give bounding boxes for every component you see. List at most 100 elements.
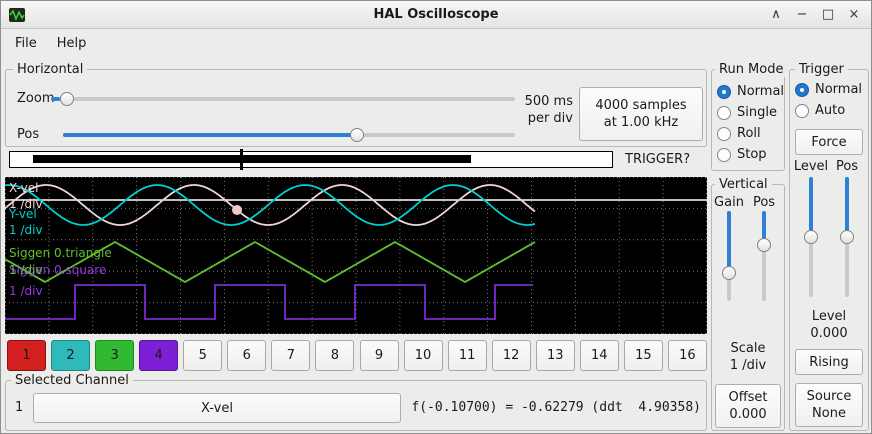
vertical-pos-slider-label: Pos <box>752 195 776 210</box>
radio-label: Roll <box>737 126 761 141</box>
waveform-siggen-0-square <box>5 284 533 320</box>
zoom-label: Zoom <box>17 91 55 106</box>
radio-icon <box>795 103 809 118</box>
channel-name-button[interactable]: X-vel <box>33 393 401 423</box>
channel-button-3[interactable]: 3 <box>95 340 135 371</box>
timebase-label: 500 ms per div <box>515 93 573 127</box>
scale-caption: Scale <box>730 341 766 356</box>
trigger-source-button[interactable]: Source None <box>795 383 863 427</box>
vpos-slider-handle[interactable] <box>757 237 771 252</box>
scope-canvas: X-vel 1 /div Y-vel 1 /div Siggen 0.triangle S… <box>4 177 707 334</box>
channel-button-16[interactable]: 16 <box>667 340 707 371</box>
gain-slider-handle[interactable] <box>722 265 736 280</box>
trigger-mode-auto[interactable]: Auto <box>795 100 862 121</box>
waveform-siggen-0-triangle <box>4 240 536 284</box>
scope-channel-scale: 1 /div <box>9 284 43 298</box>
scope-channel-name: Siggen 0.square <box>9 263 106 277</box>
radio-icon <box>795 82 809 97</box>
hpos-slider[interactable] <box>63 127 515 143</box>
channel-button-14[interactable]: 14 <box>579 340 619 371</box>
waveform-y-vel <box>4 184 536 226</box>
timeline-trigger-marker[interactable] <box>239 149 243 170</box>
vpos-slider-fill <box>762 211 766 243</box>
trigger-group <box>789 69 869 431</box>
offset-caption: Offset <box>728 390 768 405</box>
channel-button-11[interactable]: 11 <box>447 340 487 371</box>
close-button[interactable]: × <box>848 7 860 22</box>
radio-label: Auto <box>815 103 846 118</box>
channel-button-13[interactable]: 13 <box>535 340 575 371</box>
vertical-pos-slider[interactable] <box>756 211 772 301</box>
run-mode-single[interactable]: Single <box>717 102 784 123</box>
selected-channel-group-label: Selected Channel <box>11 373 133 388</box>
window-controls: ∧ − □ × <box>767 1 863 29</box>
timeline-bar[interactable] <box>9 149 613 170</box>
samples-button[interactable]: 4000 samples at 1.00 kHz <box>579 87 703 141</box>
menu-help[interactable]: Help <box>56 36 87 51</box>
channel-button-1[interactable]: 1 <box>7 340 46 371</box>
samples-count: 4000 samples <box>595 98 687 113</box>
trigger-pos-slider[interactable] <box>839 177 855 297</box>
radio-icon <box>717 105 731 120</box>
run-mode-stop[interactable]: Stop <box>717 144 784 165</box>
menubar: File Help <box>5 33 96 57</box>
run-mode-normal[interactable]: Normal <box>717 81 784 102</box>
force-button[interactable]: Force <box>795 129 863 155</box>
channel-button-6[interactable]: 6 <box>227 340 267 371</box>
gain-slider-label: Gain <box>714 195 744 210</box>
scope-channel-name: Y-vel <box>8 207 37 221</box>
trig-pos-slider-handle[interactable] <box>840 230 854 244</box>
zoom-slider-track[interactable] <box>51 97 515 101</box>
channel-button-2[interactable]: 2 <box>51 340 91 371</box>
hpos-label: Pos <box>17 127 40 142</box>
timeline-extent[interactable] <box>32 155 471 163</box>
trigger-mode-options: Normal Auto <box>795 79 862 121</box>
run-mode-roll[interactable]: Roll <box>717 123 784 144</box>
menu-file[interactable]: File <box>15 36 37 51</box>
shade-button[interactable]: ∧ <box>771 7 781 22</box>
timebase-unit: per div <box>527 111 573 126</box>
trigger-level-caption: Level <box>811 309 847 324</box>
pos-slider-handle[interactable] <box>349 128 364 142</box>
vertical-group-label: Vertical <box>715 177 772 192</box>
zoom-slider-handle[interactable] <box>60 92 74 106</box>
run-mode-group-label: Run Mode <box>715 62 788 77</box>
timebase-value: 500 ms <box>524 94 573 109</box>
trig-level-slider-handle[interactable] <box>804 230 818 244</box>
channel-button-15[interactable]: 15 <box>623 340 663 371</box>
channel-button-8[interactable]: 8 <box>315 340 355 371</box>
selected-channel-number: 1 <box>15 400 24 415</box>
scope-channel-scale: 1 /div <box>9 263 43 277</box>
samples-rate: at 1.00 kHz <box>603 115 679 130</box>
channel-button-9[interactable]: 9 <box>359 340 399 371</box>
trigger-level-slider-label: Level <box>793 159 829 174</box>
trigger-edge-button[interactable]: Rising <box>795 349 863 375</box>
run-mode-options: Normal Single Roll Stop <box>717 81 784 165</box>
scope-channel-name: X-vel <box>9 181 38 195</box>
radio-label: Single <box>737 105 777 120</box>
offset-value: 0.000 <box>729 407 767 422</box>
radio-icon <box>717 84 731 99</box>
vpos-slider-track[interactable] <box>762 211 766 301</box>
radio-label: Normal <box>737 84 785 99</box>
channel-button-row: 1 2 3 4 5 6 7 8 9 10 11 12 13 14 15 16 <box>7 340 707 371</box>
zoom-slider[interactable] <box>51 91 515 107</box>
trigger-source-value: None <box>812 406 846 421</box>
channel-button-10[interactable]: 10 <box>403 340 443 371</box>
gain-slider[interactable] <box>721 211 737 301</box>
trigger-level-value: 0.000 <box>810 326 848 341</box>
minimize-button[interactable]: − <box>796 7 808 22</box>
scope-channel-name: Siggen 0.triangle <box>9 246 112 260</box>
trig-level-slider-fill <box>809 177 813 237</box>
waveform-x-vel <box>4 184 536 226</box>
trigger-point-marker[interactable] <box>232 205 242 215</box>
channel-button-4[interactable]: 4 <box>139 340 179 371</box>
maximize-button[interactable]: □ <box>821 7 835 22</box>
trigger-level-slider[interactable] <box>803 177 819 297</box>
scope-display: X-vel 1 /div Y-vel 1 /div Siggen 0.triangle S… <box>4 177 707 334</box>
channel-button-7[interactable]: 7 <box>271 340 311 371</box>
channel-button-5[interactable]: 5 <box>183 340 223 371</box>
trigger-mode-normal[interactable]: Normal <box>795 79 862 100</box>
channel-button-12[interactable]: 12 <box>491 340 531 371</box>
offset-button[interactable]: Offset 0.000 <box>715 384 781 428</box>
